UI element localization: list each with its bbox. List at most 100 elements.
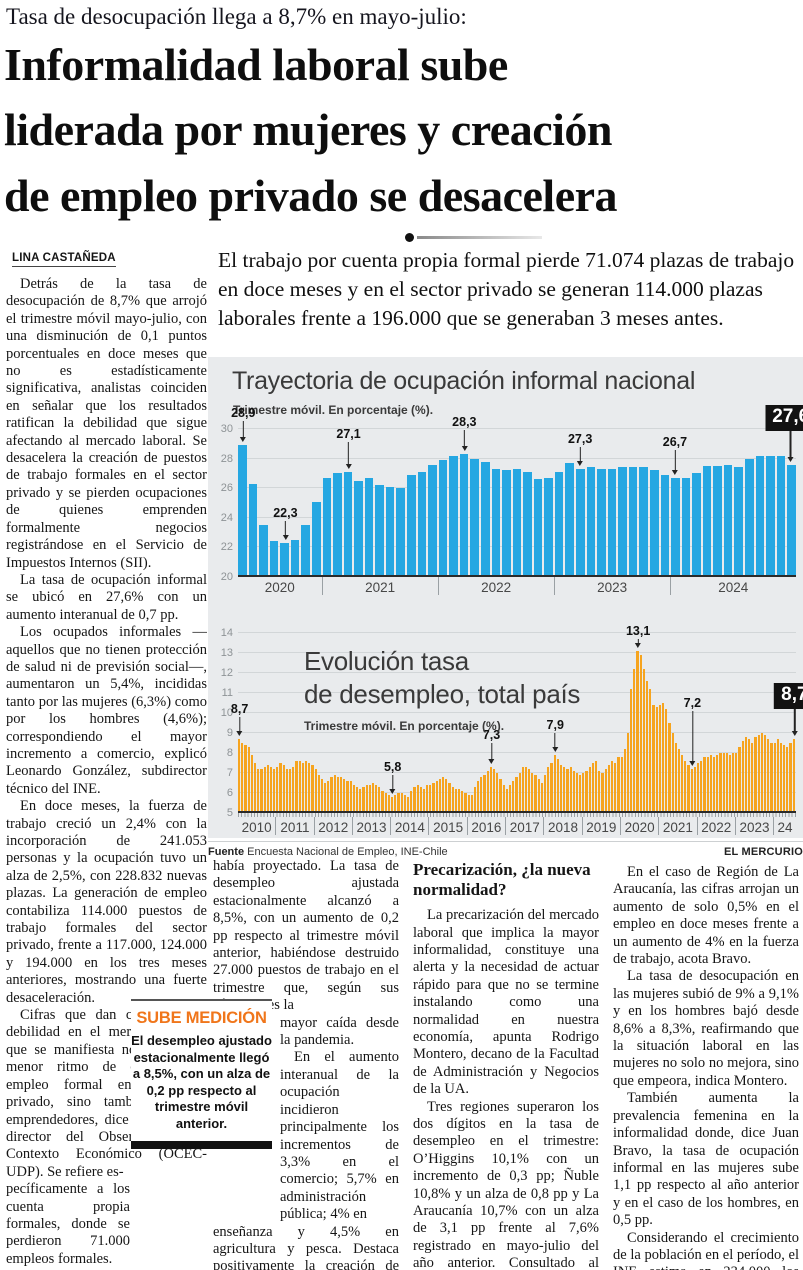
bar bbox=[355, 787, 359, 813]
x-axis-year-labels: 2010 2011 2012 2013 2014 2015 2016 2017 2018 2019… bbox=[238, 817, 796, 835]
bar bbox=[491, 468, 501, 577]
annotation-arrowhead bbox=[787, 456, 794, 462]
paragraph: La tasa de desocupación en las mujeres s… bbox=[613, 968, 799, 1089]
paragraph: Previo a la pandemia y al estallido del … bbox=[6, 1268, 130, 1270]
x-axis-baseline bbox=[238, 811, 796, 813]
bar bbox=[428, 464, 437, 577]
bar bbox=[658, 705, 661, 813]
bar bbox=[489, 767, 492, 813]
bar bbox=[394, 795, 397, 813]
bars-container bbox=[238, 633, 796, 813]
y-axis-tick-label: 7 bbox=[226, 767, 233, 779]
bar bbox=[620, 757, 623, 813]
annotation-arrowhead bbox=[488, 759, 495, 764]
bar bbox=[755, 455, 765, 577]
bar bbox=[368, 785, 371, 813]
bar bbox=[544, 477, 553, 577]
x-axis-year-labels: 2020 2021 2022 2023 2024 bbox=[238, 577, 796, 595]
bar bbox=[502, 470, 511, 577]
y-axis-tick-label: 9 bbox=[226, 727, 233, 739]
bar bbox=[760, 733, 763, 813]
bar bbox=[591, 763, 594, 813]
bar bbox=[505, 789, 508, 813]
bar bbox=[754, 737, 757, 813]
bar bbox=[531, 773, 534, 813]
source-label: Fuente bbox=[208, 846, 245, 858]
bar bbox=[317, 775, 320, 813]
gridline bbox=[238, 732, 796, 733]
bar bbox=[454, 789, 457, 813]
paragraph: En el caso de Región de La Araucanía, la… bbox=[613, 864, 799, 968]
bar bbox=[480, 777, 483, 813]
annotation-arrowhead bbox=[282, 534, 289, 540]
box-top-rule bbox=[131, 999, 272, 1001]
annotation-arrow-stem bbox=[579, 446, 581, 461]
headline-line-1: Informalidad laboral sube bbox=[4, 39, 508, 90]
bar bbox=[384, 793, 387, 813]
year-label: 2022 bbox=[696, 817, 735, 835]
bar bbox=[626, 733, 630, 813]
bar bbox=[311, 765, 314, 813]
bar bbox=[397, 793, 400, 813]
bar bbox=[253, 763, 257, 813]
bar bbox=[298, 761, 301, 813]
bar bbox=[554, 471, 564, 577]
bar bbox=[378, 787, 381, 813]
bar bbox=[241, 743, 244, 813]
bar bbox=[681, 755, 684, 813]
bar bbox=[738, 747, 741, 813]
gridline bbox=[238, 772, 796, 773]
bar bbox=[697, 763, 700, 813]
bar bbox=[767, 739, 770, 813]
bar bbox=[308, 763, 311, 813]
bar bbox=[687, 765, 690, 813]
bar bbox=[783, 745, 786, 813]
annotation: 8,7 bbox=[774, 683, 803, 736]
annotation: 26,7 bbox=[663, 435, 687, 475]
bar bbox=[349, 781, 352, 813]
subheading: Precarización, ¿la nueva normalidad? bbox=[413, 860, 591, 899]
newspaper-credit: EL MERCURIO bbox=[723, 846, 803, 858]
bar bbox=[776, 455, 786, 577]
gridline bbox=[238, 712, 796, 713]
annotation-arrow-stem bbox=[242, 421, 244, 438]
y-axis-tick-label: 13 bbox=[220, 647, 233, 659]
bar bbox=[751, 743, 754, 813]
paragraph: En doce meses, la fuerza de trabajo crec… bbox=[6, 798, 207, 1006]
bar bbox=[550, 763, 553, 813]
paragraph: En el aumento interanual de la ocupación… bbox=[280, 1049, 399, 1223]
bar bbox=[359, 789, 362, 813]
x-axis-baseline bbox=[238, 575, 796, 577]
bar bbox=[464, 793, 467, 813]
bar bbox=[576, 468, 585, 577]
bar bbox=[413, 787, 416, 813]
paragraph: También aumenta la prevalencia femenina … bbox=[613, 1090, 799, 1229]
annotation-label: 26,7 bbox=[662, 434, 688, 449]
annotation: 7,2 bbox=[684, 696, 701, 766]
y-axis-tick-label: 28 bbox=[220, 452, 233, 465]
bar bbox=[534, 775, 537, 813]
bar bbox=[375, 785, 378, 813]
source-detail: Encuesta Nacional de Empleo, INE-Chile bbox=[244, 846, 448, 858]
y-axis-tick-label: 8 bbox=[226, 747, 233, 759]
article-column-4: En el caso de Región de La Araucanía, la… bbox=[613, 858, 799, 1270]
bar bbox=[528, 769, 531, 813]
y-axis-tick-label: 20 bbox=[220, 571, 233, 583]
bar bbox=[280, 542, 289, 577]
box-title: SUBE MEDICIÓN bbox=[136, 1009, 267, 1027]
bar bbox=[470, 458, 479, 577]
bar bbox=[646, 681, 649, 813]
bar bbox=[269, 767, 273, 813]
annotation-arrow-stem bbox=[284, 520, 286, 535]
bar bbox=[473, 787, 477, 813]
bar bbox=[438, 460, 448, 577]
text-wrap-around-box: pecíficamente a los cuenta propia formal… bbox=[6, 1181, 130, 1270]
gridline bbox=[238, 692, 796, 693]
bar bbox=[292, 767, 295, 813]
main-headline: Informalidad laboral sube liderada por m… bbox=[4, 32, 803, 228]
bar bbox=[352, 785, 355, 813]
bar bbox=[728, 755, 732, 813]
bar bbox=[518, 773, 521, 813]
year-label: 2022 bbox=[437, 577, 554, 595]
headline-line-3: de empleo privado se desacelera bbox=[4, 169, 618, 221]
